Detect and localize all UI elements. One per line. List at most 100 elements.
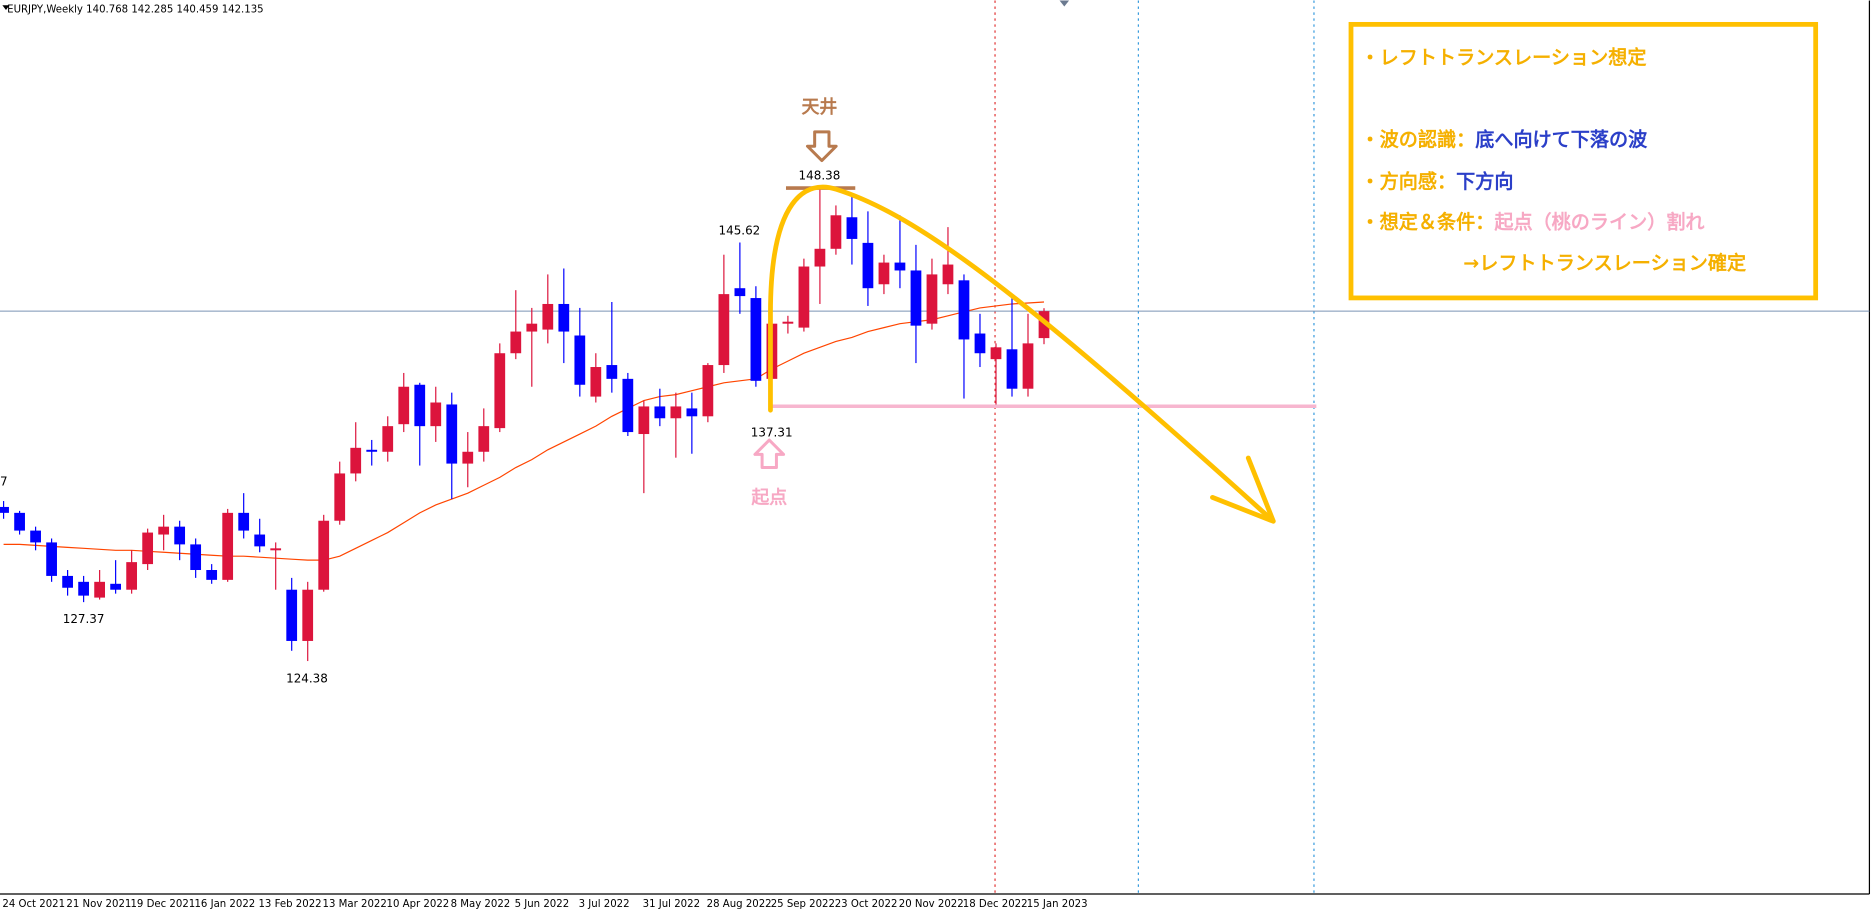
candle-body	[622, 378, 634, 433]
price-label: 124.38	[286, 672, 328, 686]
candle-body	[46, 542, 57, 576]
candle-body	[734, 288, 746, 297]
note-value: 下方向	[1456, 170, 1513, 193]
close: 142.135	[222, 4, 264, 15]
candle-body	[686, 408, 698, 417]
note-label: ・想定＆条件：	[1361, 211, 1495, 234]
top-label: 天井	[802, 96, 838, 118]
plot: 24 Oct 2021 21 Nov 2021 19 Dec 2021 16 Jan …	[0, 169, 1870, 910]
x-tick-label: 25 Sep 2022	[771, 899, 835, 910]
candle-body	[30, 530, 41, 543]
candle-body	[174, 526, 186, 545]
candle-body	[462, 451, 474, 464]
candle-body	[974, 333, 986, 354]
candle-body	[606, 365, 618, 379]
candle-body	[670, 406, 682, 419]
candle-body	[830, 215, 842, 249]
candle-body	[430, 402, 442, 427]
candle-body	[222, 512, 234, 580]
note: ・レフトトランスレーション想定 ・波の認識：底へ向けて下落の波 ・方向感：下方向…	[1361, 46, 1747, 274]
price-label: 137.31	[751, 425, 793, 439]
x-tick-label: 23 Oct 2022	[835, 899, 898, 910]
candle-body	[478, 426, 490, 452]
open: 140.768	[86, 4, 128, 15]
candle-body	[254, 534, 266, 547]
candle-body	[414, 384, 426, 427]
candle-body	[702, 365, 714, 417]
edge-label: 7	[0, 474, 8, 488]
price-label: 148.38	[799, 169, 841, 183]
candle-body	[0, 506, 9, 513]
x-tick-label: 31 Jul 2022	[643, 899, 700, 910]
candle-body	[750, 298, 762, 381]
note-line: →レフトトランスレーション確定	[1463, 251, 1746, 274]
symbol: EURJPY,Weekly	[7, 4, 83, 15]
note-label: ・方向感：	[1361, 170, 1457, 193]
candle-body	[814, 248, 826, 267]
candle-body	[350, 447, 362, 474]
x-tick-label: 24 Oct 2021	[2, 899, 65, 910]
forecast-arrowhead	[1210, 455, 1276, 524]
candle-body	[718, 294, 730, 366]
price-label: 145.62	[719, 224, 761, 238]
candle-body	[510, 331, 522, 354]
candle-body	[574, 335, 586, 385]
candle-body	[590, 367, 602, 397]
candle-body	[654, 406, 666, 419]
candle-body	[334, 473, 346, 521]
candle-body	[990, 347, 1002, 360]
candle-body	[862, 242, 874, 289]
x-tick-label: 13 Feb 2022	[258, 899, 321, 910]
candle-body	[286, 589, 298, 641]
candle-body	[126, 562, 138, 590]
candle-body	[94, 581, 105, 598]
candle-body	[926, 274, 938, 324]
candle-body	[158, 526, 170, 535]
high: 142.285	[131, 4, 173, 15]
candle-body	[1022, 343, 1034, 389]
candle-body	[526, 323, 538, 332]
x-tick-label: 28 Aug 2022	[707, 899, 772, 910]
shift-marker	[1059, 0, 1070, 7]
candle-body	[238, 512, 250, 531]
candle-body	[78, 581, 89, 596]
x-tick-label: 19 Dec 2021	[130, 899, 195, 910]
candle-body	[894, 262, 906, 271]
x-tick-label: 10 Apr 2022	[387, 899, 450, 910]
top-arrow	[805, 130, 838, 163]
low: 140.459	[177, 4, 219, 15]
note-line: ・波の認識：底へ向けて下落の波	[1361, 128, 1649, 151]
x-tick-label: 5 Jun 2022	[515, 899, 570, 910]
start-label: 起点	[750, 486, 787, 508]
candle-body	[558, 303, 570, 332]
x-tick-label: 16 Jan 2022	[194, 899, 255, 910]
candle-body	[638, 406, 650, 435]
candle-body	[62, 575, 73, 588]
x-tick-label: 21 Nov 2021	[66, 899, 131, 910]
start-arrow	[753, 438, 786, 470]
note-line: ・方向感：下方向	[1361, 170, 1514, 193]
candle-body	[782, 321, 794, 324]
note-line: ・想定＆条件：起点（桃のライン）割れ	[1361, 211, 1705, 234]
candle-body	[398, 386, 410, 425]
candle-body	[878, 262, 890, 285]
candle-body	[14, 512, 25, 531]
candle-body	[494, 353, 506, 429]
candle-body	[190, 544, 202, 571]
x-tick-label: 20 Nov 2022	[899, 899, 964, 910]
candle-body	[446, 404, 458, 464]
x-tick-label: 13 Mar 2022	[323, 899, 387, 910]
note-text: ・レフトトランスレーション想定	[1361, 46, 1647, 69]
candle-body	[110, 583, 122, 590]
candle-body	[366, 449, 378, 452]
candle-body	[798, 266, 810, 328]
note-text: →レフトトランスレーション確定	[1463, 251, 1746, 274]
price-label: 127.37	[63, 612, 105, 626]
candle-body	[318, 520, 330, 590]
candle-body	[958, 280, 970, 340]
x-tick-label: 18 Dec 2022	[963, 899, 1028, 910]
candle-body	[270, 548, 282, 551]
candle-body	[942, 264, 954, 285]
note-label: ・波の認識：	[1361, 128, 1476, 151]
